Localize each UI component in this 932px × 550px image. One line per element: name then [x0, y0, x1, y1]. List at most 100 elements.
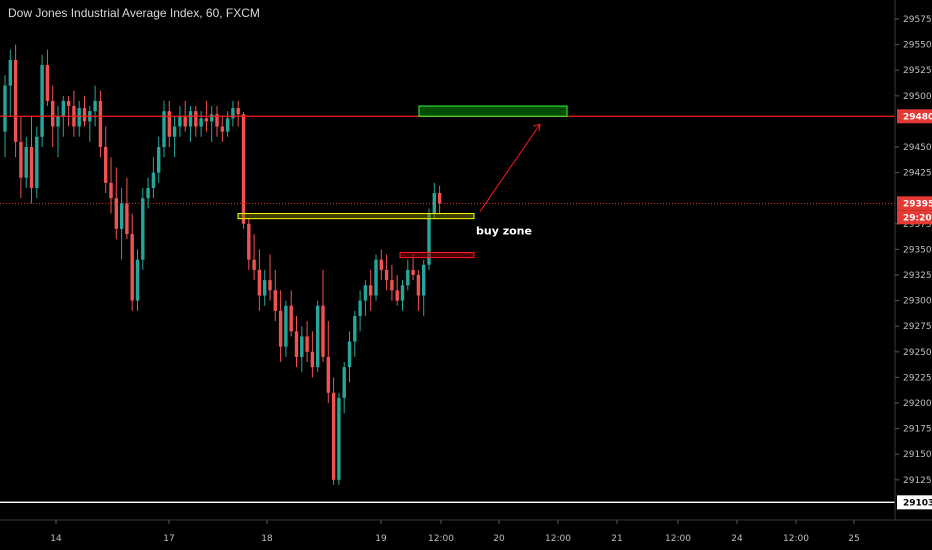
candle-body	[146, 187, 150, 199]
stop-zone-box[interactable]	[399, 251, 475, 259]
x-tick-label: 12:00	[783, 534, 809, 544]
y-tick-label: 29125	[903, 476, 932, 486]
candle-body	[162, 111, 166, 147]
current-price-badge-text: 29395	[903, 199, 932, 209]
candle-body	[66, 100, 71, 107]
candle	[363, 280, 368, 316]
countdown-badge: 29:20	[897, 210, 932, 225]
candle-body	[40, 65, 44, 137]
support-price-badge: 29103	[897, 495, 932, 510]
candle-body	[3, 85, 7, 132]
time-axis[interactable]: 14 17 18 19 12:00 20 12:00 21 12:00 24 12:00 25	[50, 520, 860, 544]
candle-body	[400, 285, 405, 301]
x-tick-label: 20	[493, 534, 505, 544]
candle-body	[231, 108, 235, 119]
candle	[56, 106, 60, 158]
candle	[231, 100, 235, 127]
candle-body	[252, 259, 256, 270]
candle-body	[379, 259, 383, 270]
candle	[162, 100, 166, 158]
candle	[406, 259, 410, 291]
y-tick-label: 29150	[903, 450, 932, 460]
candle	[215, 106, 219, 137]
candle	[273, 269, 277, 322]
x-tick-label: 17	[163, 534, 174, 544]
candle-body	[172, 126, 177, 137]
candle	[257, 249, 262, 311]
candle-body	[114, 198, 118, 229]
resistance-price-badge: 29480	[897, 109, 932, 124]
candle-body	[157, 147, 161, 173]
candle-body	[406, 269, 410, 286]
candle-body	[395, 290, 399, 301]
y-tick-label: 29350	[903, 245, 932, 255]
candle	[326, 321, 330, 403]
support-price-badge-bg	[897, 495, 932, 510]
target-arrow[interactable]	[479, 123, 541, 212]
candle-body	[300, 336, 304, 357]
buy-zone-box[interactable]	[237, 213, 475, 220]
candle	[141, 187, 145, 270]
candle-body	[273, 290, 277, 311]
y-tick-label: 29425	[903, 169, 932, 179]
candle-body	[61, 100, 65, 117]
candle	[172, 116, 177, 158]
candle	[384, 254, 389, 291]
candle-body	[337, 397, 341, 480]
candle	[188, 106, 193, 142]
candle	[284, 300, 288, 357]
candle	[369, 269, 373, 311]
candle	[241, 112, 246, 229]
candle-body	[130, 234, 134, 301]
price-axis[interactable]: 29575 29550 29525 29500 29450 29425 29375 29350…	[895, 15, 932, 486]
candle-body	[310, 351, 315, 368]
candle-body	[316, 305, 320, 368]
target-zone-box[interactable]	[418, 105, 568, 117]
candle-body	[56, 116, 60, 127]
candle	[40, 54, 44, 147]
arrow-head-icon	[532, 123, 541, 132]
y-tick-label: 29325	[903, 271, 932, 281]
current-price-badge: 29395	[897, 196, 932, 211]
candle	[390, 264, 394, 301]
countdown-badge-bg	[897, 210, 932, 225]
candle	[321, 269, 325, 363]
candle	[104, 126, 108, 194]
y-tick-label: 29225	[903, 373, 932, 383]
candle-body	[236, 108, 240, 115]
y-tick-label: 29450	[903, 143, 932, 153]
candle-body	[199, 118, 203, 127]
x-tick-label: 24	[731, 534, 743, 544]
candle	[66, 95, 71, 127]
candle	[146, 177, 150, 209]
candle	[337, 392, 341, 485]
candle-body	[125, 203, 129, 235]
candle-body	[104, 147, 108, 183]
candle-body	[77, 108, 81, 127]
candle-body	[29, 147, 34, 188]
x-tick-label: 14	[50, 534, 62, 544]
resistance-price-badge-text: 29480	[903, 112, 932, 122]
candle-body	[422, 264, 426, 296]
candle-body	[151, 172, 156, 188]
candle	[93, 85, 97, 127]
candle-body	[321, 305, 325, 357]
candle	[35, 126, 39, 199]
overlays-layer: buy zone	[0, 105, 895, 503]
candle	[263, 269, 267, 306]
candle	[19, 116, 23, 199]
candle	[82, 95, 87, 127]
candle-body	[215, 114, 219, 127]
candle-body	[278, 310, 283, 347]
price-badges: 29480 29395 29:20 29103	[897, 109, 932, 510]
candle-body	[305, 336, 309, 352]
candle-body	[135, 259, 140, 301]
y-tick-label: 29200	[903, 399, 932, 409]
x-tick-label: 21	[611, 534, 622, 544]
candle-body	[289, 305, 293, 332]
candle-body	[342, 367, 346, 398]
candle-body	[51, 100, 55, 127]
candle	[422, 259, 426, 316]
support-price-badge-text: 29103	[903, 498, 932, 508]
